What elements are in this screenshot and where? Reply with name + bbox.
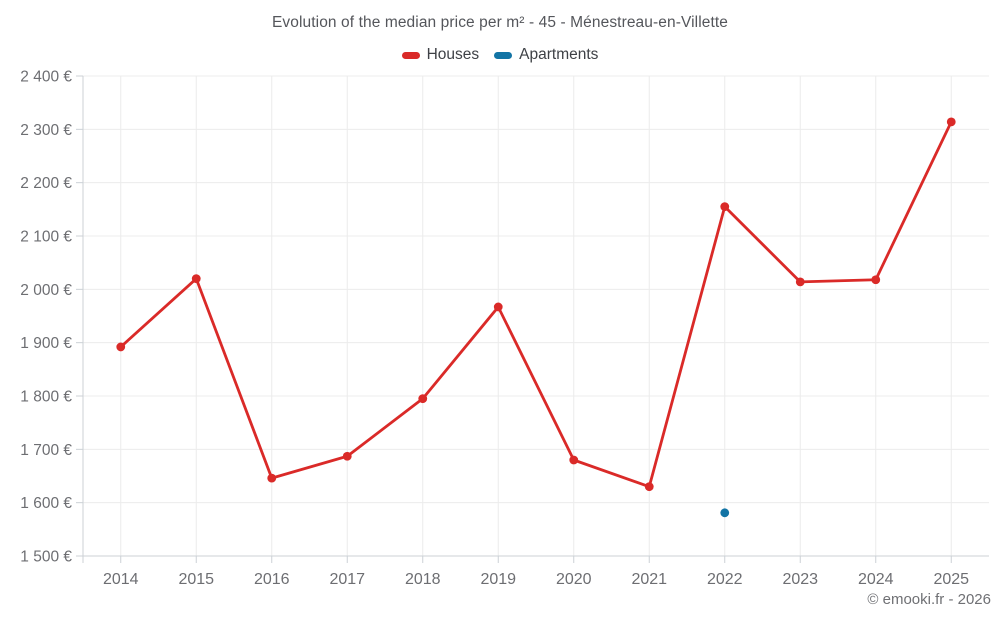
legend-label-houses: Houses [426, 46, 480, 63]
svg-text:2 100 €: 2 100 € [20, 229, 72, 246]
svg-text:1 800 €: 1 800 € [20, 389, 72, 406]
svg-text:2 000 €: 2 000 € [20, 282, 72, 299]
chart-legend: Houses Apartments [0, 46, 1000, 64]
svg-text:1 500 €: 1 500 € [20, 549, 72, 566]
svg-text:2018: 2018 [405, 571, 441, 588]
svg-text:1 700 €: 1 700 € [20, 442, 72, 459]
legend-label-apartments: Apartments [519, 46, 599, 63]
svg-text:1 900 €: 1 900 € [20, 335, 72, 352]
legend-item-houses[interactable]: Houses [401, 46, 480, 64]
svg-text:2 300 €: 2 300 € [20, 122, 72, 139]
svg-text:2023: 2023 [782, 571, 818, 588]
svg-text:2017: 2017 [329, 571, 365, 588]
svg-text:2020: 2020 [556, 571, 592, 588]
svg-text:2016: 2016 [254, 571, 290, 588]
svg-text:2022: 2022 [707, 571, 743, 588]
svg-text:2019: 2019 [480, 571, 516, 588]
svg-text:2024: 2024 [858, 571, 894, 588]
svg-text:2025: 2025 [933, 571, 969, 588]
houses-series-swatch-icon [401, 51, 420, 59]
svg-text:2021: 2021 [631, 571, 667, 588]
svg-text:2015: 2015 [178, 571, 214, 588]
apartments-series-swatch-icon [494, 51, 513, 59]
chart-title: Evolution of the median price per m² - 4… [271, 14, 729, 31]
attribution-text: © emooki.fr - 2026 [867, 591, 991, 608]
svg-text:2 200 €: 2 200 € [20, 175, 72, 192]
svg-text:2014: 2014 [103, 571, 139, 588]
svg-text:1 600 €: 1 600 € [20, 495, 72, 512]
svg-text:2 400 €: 2 400 € [20, 69, 72, 86]
legend-item-apartments[interactable]: Apartments [494, 46, 598, 64]
